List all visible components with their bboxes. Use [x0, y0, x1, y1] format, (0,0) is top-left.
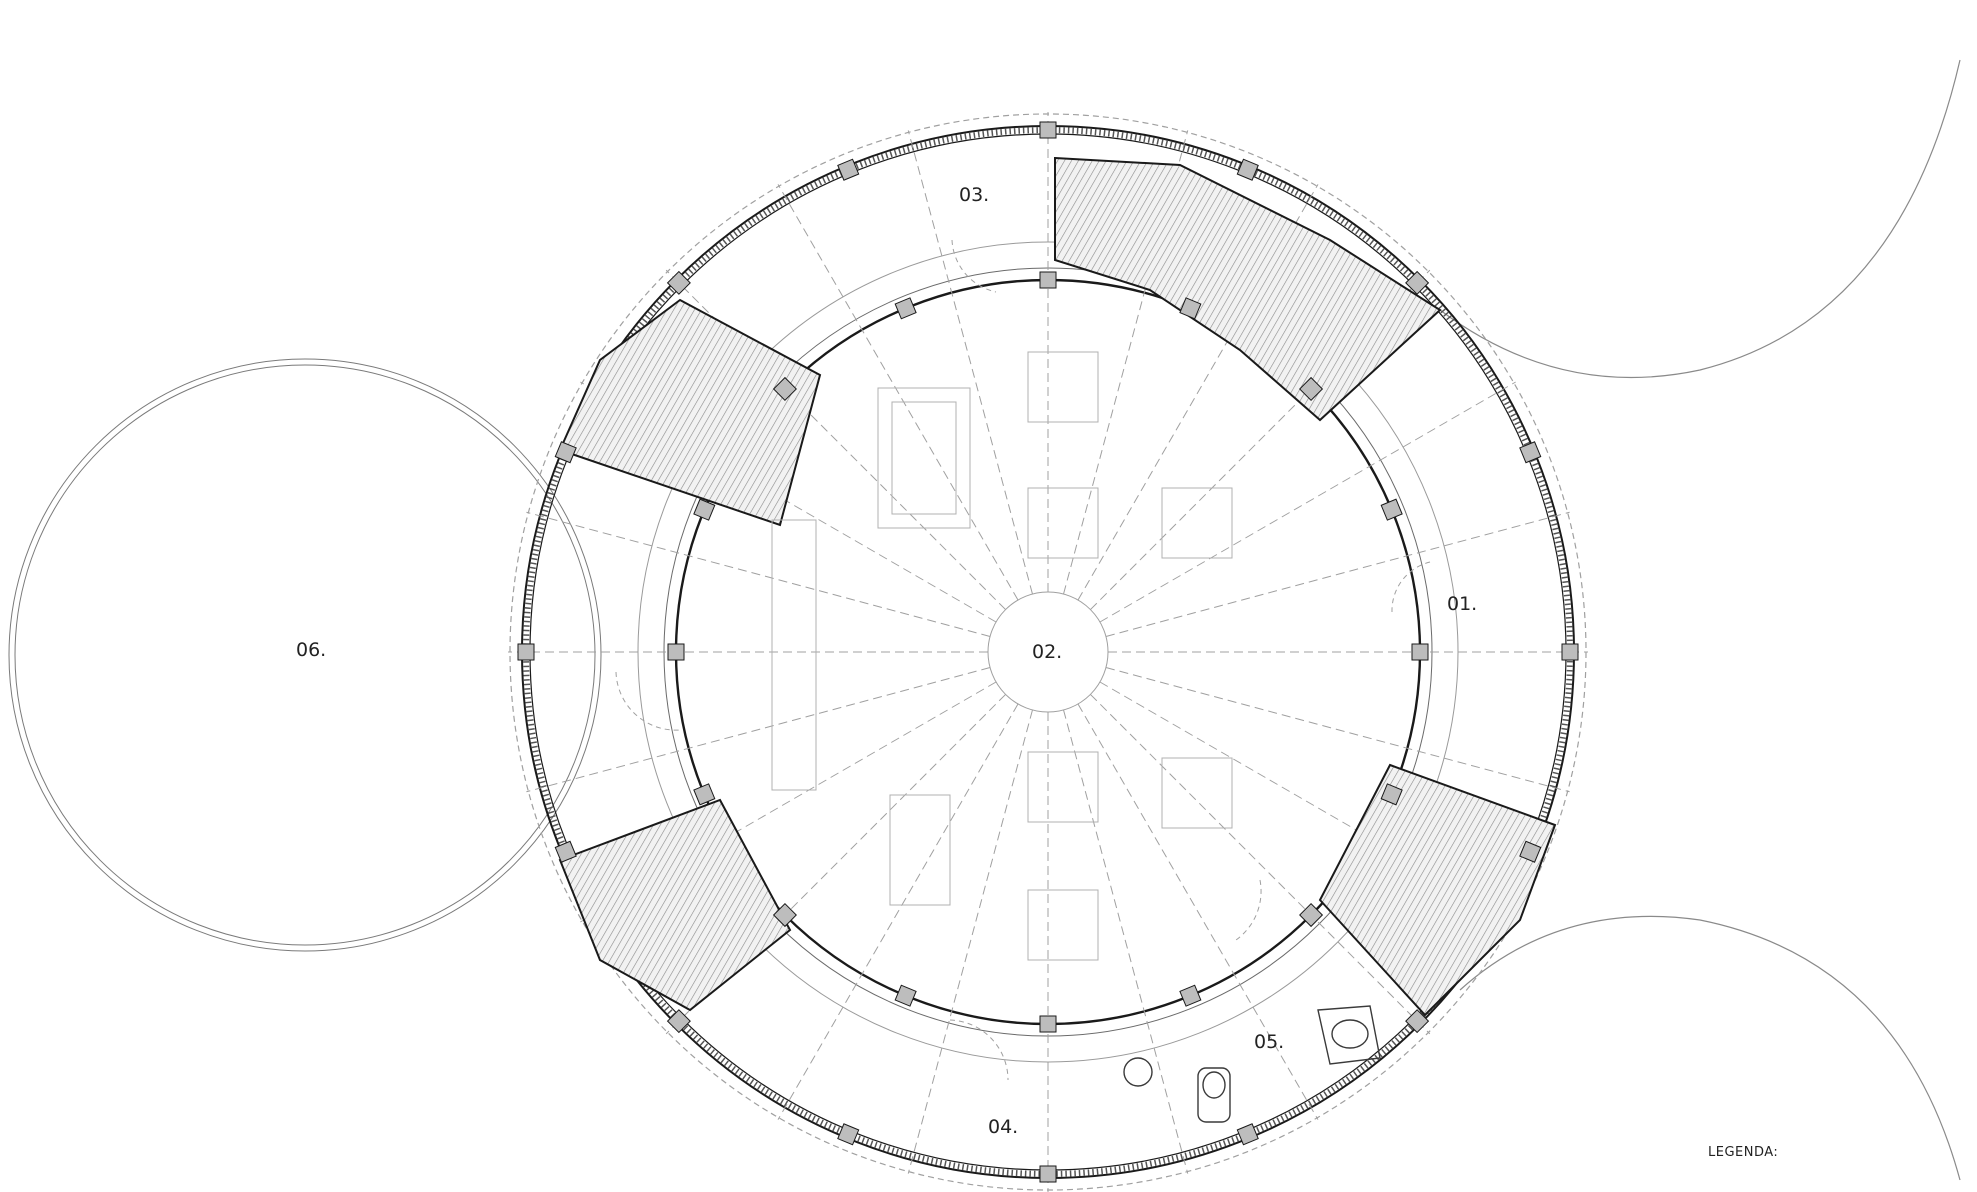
column-block: [694, 784, 715, 805]
column-block: [1180, 985, 1201, 1006]
room-label-03: 03.: [959, 184, 989, 206]
column-block: [1040, 1166, 1056, 1182]
room-label-04: 04.: [988, 1116, 1018, 1138]
radial-beam-line: [1106, 668, 1570, 792]
room-label-01: 01.: [1447, 593, 1477, 615]
column-block: [1040, 272, 1056, 288]
radial-beam-line: [526, 668, 990, 792]
column-block: [1040, 1016, 1056, 1032]
column-block: [1040, 122, 1056, 138]
radial-beam-line: [1064, 710, 1188, 1174]
hatched-sector-right-bottom: [1320, 765, 1555, 1015]
column-block: [1562, 644, 1578, 660]
hatched-sector-left-bottom: [560, 800, 790, 1010]
radial-beam-line: [778, 704, 1018, 1120]
room-label-05: 05.: [1254, 1031, 1284, 1053]
room-label-06: 06.: [296, 639, 326, 661]
site-arc-bottom-right: [1460, 916, 1960, 1180]
hatched-sector-top-right: [1055, 158, 1440, 420]
column-block: [895, 985, 916, 1006]
column-block: [668, 644, 684, 660]
wc-fixtures: [1124, 1006, 1380, 1122]
hatched-sector-left-top: [560, 300, 820, 525]
site-arc-top-right: [1440, 60, 1960, 378]
column-block: [518, 644, 534, 660]
radial-beam-line: [1078, 704, 1318, 1120]
room-label-02: 02.: [1032, 641, 1062, 663]
column-block: [895, 298, 916, 319]
legend-title: LEGENDA:: [1708, 1145, 1778, 1160]
radial-beam-line: [526, 512, 990, 636]
radial-beam-line: [1106, 512, 1570, 636]
radial-beam-line: [908, 710, 1032, 1174]
column-block: [1412, 644, 1428, 660]
column-block: [1381, 499, 1402, 520]
